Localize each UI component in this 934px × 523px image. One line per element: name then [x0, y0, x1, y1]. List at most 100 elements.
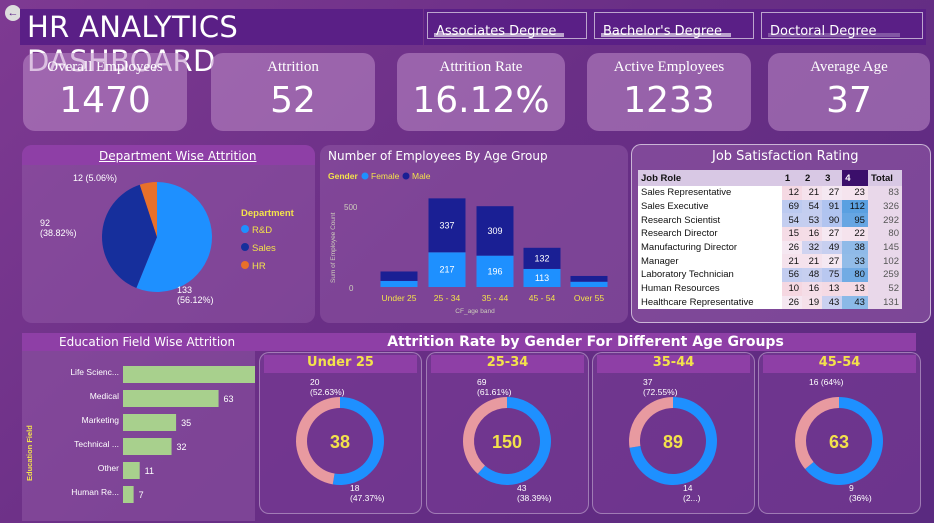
donut-45-54: 63 16 (64%) 9 (36%)	[795, 377, 883, 503]
rating-cell: 259	[867, 268, 902, 282]
edu-value-label: 63	[224, 394, 234, 404]
pie-label-rnd: 133 (56.12%)	[177, 285, 214, 305]
age-group-panel: Number of Employees By Age Group Gender …	[320, 145, 628, 323]
kpi-value: 16.12%	[412, 80, 550, 121]
kpi-value: 37	[826, 80, 872, 121]
rating-cell: 53	[802, 213, 823, 228]
table-header-cell: Total	[867, 170, 902, 186]
donut-slice-blue	[805, 397, 883, 485]
donut-card-under-25: Under 25 38 20 (52.63%) 18 (47.37%)	[259, 352, 422, 514]
edu-value-label: 11	[145, 466, 154, 476]
rating-cell: 26	[781, 240, 803, 255]
donut-under-25: 38 20 (52.63%) 18 (47.37%)	[296, 377, 385, 503]
legend-dot-hr	[241, 261, 249, 269]
table-header-cell: 2	[802, 170, 823, 186]
edu-bar	[123, 438, 172, 455]
kpi-value: 1233	[623, 80, 715, 121]
rating-cell: 80	[842, 268, 868, 282]
rating-cell: 21	[802, 254, 823, 269]
rating-cell: 16	[802, 281, 823, 296]
donut-center-total: 89	[663, 432, 683, 452]
donut-label-blue: 69 (61.61%)	[477, 377, 512, 397]
donut-slice-pink	[463, 397, 507, 474]
job-role-cell: Laboratory Technician	[638, 268, 782, 282]
slicer-bachelors-degree[interactable]: Bachelor's Degree	[594, 12, 754, 39]
rating-cell: 326	[867, 199, 902, 214]
table-row: Manufacturing Director 26 32 49 38 145	[638, 240, 902, 255]
rating-cell: 32	[802, 240, 823, 255]
back-icon[interactable]: ←	[5, 5, 21, 21]
rating-cell: 90	[822, 213, 843, 228]
legend-dot-rnd	[241, 225, 249, 233]
job-role-cell: Sales Representative	[638, 186, 782, 200]
bar-label-male: 309	[487, 226, 502, 236]
rating-cell: 16	[802, 227, 823, 241]
legend-label-sales: Sales	[252, 243, 276, 254]
rating-cell: 22	[842, 227, 868, 241]
rating-cell: 49	[822, 240, 843, 255]
legend-label-rnd: R&D	[252, 225, 272, 236]
job-role-cell: Healthcare Representative	[638, 295, 782, 310]
donut-center-total: 150	[492, 432, 522, 452]
donut-label-pink: 14 (2...)	[683, 483, 701, 503]
bar-male-4	[570, 275, 608, 282]
job-satisfaction-title: Job Satisfaction Rating	[712, 149, 859, 164]
bar-label-female: 196	[487, 266, 502, 276]
rating-cell: 27	[822, 254, 843, 269]
age-legend-title: Gender	[328, 171, 358, 181]
slicer-doctoral-degree[interactable]: Doctoral Degree	[761, 12, 923, 39]
kpi-attrition-rate: Attrition Rate 16.12%	[397, 53, 565, 131]
bar-label-male: 132	[534, 253, 549, 263]
legend-label-hr: HR	[252, 261, 266, 272]
rating-cell: 13	[842, 281, 868, 296]
legend-label-male: Male	[412, 171, 431, 181]
table-row: Sales Representative 12 21 27 23 83	[638, 186, 902, 200]
slicer-associates-degree[interactable]: Associates Degree	[427, 12, 587, 39]
edu-category-label: Other	[98, 463, 119, 473]
donut-card-25-34: 25-34 150 69 (61.61%) 43 (38.39%)	[426, 352, 589, 514]
kpi-overall-employees: Overall Employees 1470	[23, 53, 187, 131]
donut-card-title: 45-54	[763, 355, 916, 373]
rating-cell: 27	[822, 186, 843, 200]
pie-slice-sales	[102, 184, 157, 288]
rating-cell: 43	[842, 295, 868, 310]
donut-label-pink: 9 (36%)	[849, 483, 872, 503]
rating-cell: 52	[867, 281, 902, 296]
bar-male-1	[428, 198, 466, 253]
table-header-cell[interactable]: Job Role	[638, 170, 782, 186]
edu-value-label: 32	[177, 442, 187, 452]
bar-female-0	[380, 280, 418, 287]
education-field-panel: Education Field Wise Attrition Education…	[22, 333, 255, 521]
edu-bar	[123, 366, 255, 383]
kpi-attrition: Attrition 52	[211, 53, 375, 131]
edu-category-label: Human Re...	[71, 487, 119, 497]
education-y-axis-label: Education Field	[25, 425, 34, 481]
table-row: Research Scientist 54 53 90 95 292	[638, 213, 902, 228]
rating-cell: 21	[802, 186, 823, 200]
education-bar-svg: Education Field Life Scienc...89Medical6…	[25, 366, 255, 503]
age-y-tick-500: 500	[344, 203, 358, 212]
age-x-tick: Under 25	[382, 293, 417, 303]
rating-cell: 33	[842, 254, 868, 269]
edu-value-label: 7	[139, 490, 144, 500]
kpi-label: Overall Employees	[47, 59, 163, 75]
legend-dot-sales	[241, 243, 249, 251]
dashboard-title-box: HR ANALYTICS DASHBOARD	[20, 9, 423, 78]
rating-cell: 80	[867, 227, 902, 241]
department-legend-title: Department	[241, 208, 295, 219]
pie-label-hr: 12 (5.06%)	[73, 173, 117, 183]
donut-35-44: 89 37 (72.55%) 14 (2...)	[629, 377, 717, 503]
donut-slice-blue	[332, 397, 384, 485]
slicer-strip	[424, 9, 926, 45]
donut-center-total: 38	[330, 432, 350, 452]
rating-cell: 43	[822, 295, 843, 310]
legend-dot-female	[361, 172, 369, 180]
age-y-axis-label: Sum of Employee Count	[330, 212, 337, 283]
age-chart-title: Number of Employees By Age Group	[328, 149, 548, 163]
edu-bar	[123, 462, 140, 479]
rating-cell: 69	[781, 199, 803, 214]
bar-female-2	[476, 255, 514, 287]
donut-label-pink: 43 (38.39%)	[517, 483, 552, 503]
bar-female-3	[523, 268, 561, 287]
donut-center-total: 63	[829, 432, 849, 452]
